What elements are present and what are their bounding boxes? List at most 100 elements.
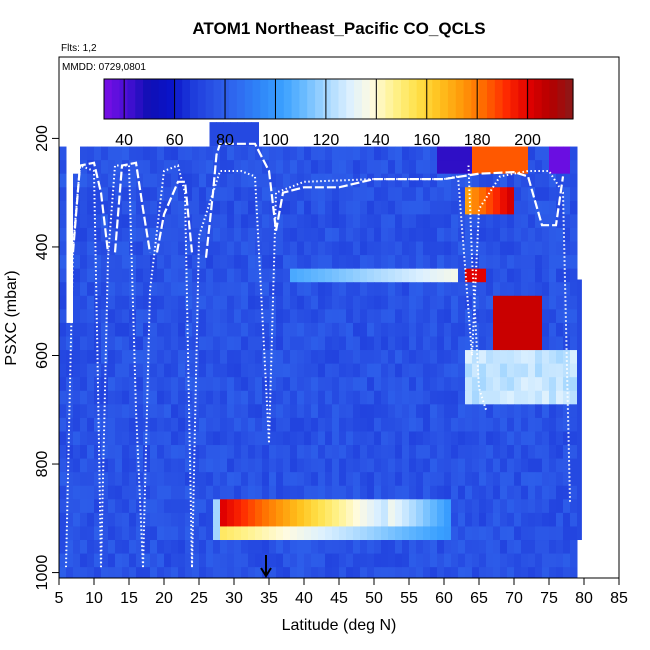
heatmap-cell (339, 146, 347, 161)
heatmap-cell (381, 336, 389, 351)
heatmap-cell (241, 255, 249, 270)
heatmap-cell (395, 268, 403, 283)
heatmap-cell (199, 445, 207, 460)
heatmap-cell (493, 363, 501, 378)
colorbar-segment (471, 79, 480, 119)
heatmap-cell (458, 268, 466, 283)
heatmap-cell (241, 350, 249, 365)
heatmap-cell (479, 255, 487, 270)
heatmap-cell (87, 499, 95, 514)
heatmap-cell (290, 417, 298, 432)
heatmap-cell (486, 187, 494, 202)
heatmap-cell (402, 377, 410, 392)
heatmap-cell (423, 404, 431, 419)
heatmap-cell (171, 336, 179, 351)
heatmap-cell (283, 553, 291, 568)
colorbar-segment (518, 79, 527, 119)
colorbar-segment (338, 79, 347, 119)
heatmap-cell (444, 350, 452, 365)
heatmap-cell (276, 214, 284, 229)
heatmap-cell (304, 445, 312, 460)
heatmap-cell (500, 146, 508, 161)
colorbar-segment (494, 79, 504, 119)
heatmap-cell (493, 526, 501, 541)
heatmap-cell (465, 227, 473, 243)
heatmap-cell (115, 377, 123, 392)
heatmap-cell (234, 309, 242, 324)
heatmap-cell (297, 146, 305, 161)
heatmap-cell (381, 350, 389, 365)
heatmap-cell (304, 255, 312, 270)
heatmap-cell (269, 431, 277, 446)
heatmap-cell (101, 472, 109, 487)
heatmap-cell (388, 540, 396, 555)
heatmap-cell (304, 322, 312, 337)
heatmap-cell (430, 173, 438, 188)
heatmap-cell (276, 187, 284, 202)
heatmap-cell (164, 268, 172, 283)
heatmap-cell (87, 431, 95, 446)
heatmap-cell (87, 295, 95, 310)
heatmap-cell (192, 146, 200, 161)
heatmap-cell (353, 485, 361, 500)
heatmap-cell (332, 241, 340, 256)
heatmap-cell (199, 404, 207, 419)
heatmap-cell (360, 227, 368, 243)
heatmap-cell (276, 540, 284, 555)
heatmap-cell (451, 173, 459, 188)
heatmap-cell (367, 160, 375, 175)
heatmap-cell (535, 255, 543, 270)
heatmap-cell (199, 322, 207, 337)
heatmap-cell (465, 282, 473, 297)
heatmap-cell (318, 200, 326, 215)
heatmap-cell (255, 485, 263, 500)
heatmap-cell (423, 255, 431, 270)
heatmap-cell (129, 214, 137, 229)
heatmap-cell (360, 377, 368, 392)
heatmap-cell (171, 309, 179, 324)
heatmap-cell (521, 553, 529, 568)
heatmap-cell (171, 540, 179, 555)
heatmap-cell (94, 377, 102, 392)
heatmap-cell (199, 567, 207, 578)
heatmap-cell (262, 431, 270, 446)
heatmap-cell (332, 417, 340, 432)
heatmap-cell (276, 363, 284, 378)
heatmap-cell (353, 377, 361, 392)
heatmap-cell (500, 214, 508, 229)
heatmap-cell (304, 227, 312, 243)
heatmap-cell (367, 322, 375, 337)
heatmap-cell (136, 553, 144, 568)
heatmap-cell (444, 540, 452, 555)
heatmap-cell (248, 268, 256, 283)
heatmap-cell (346, 458, 354, 473)
heatmap-cell (115, 214, 123, 229)
heatmap-cell (325, 309, 333, 324)
heatmap-cell (157, 404, 165, 419)
colorbar-segment (213, 79, 222, 119)
heatmap-cell (297, 309, 305, 324)
heatmap-cell (542, 485, 550, 500)
heatmap-cell (171, 227, 179, 243)
heatmap-cell (360, 160, 368, 175)
heatmap-cell (297, 445, 305, 460)
heatmap-cell (444, 146, 452, 161)
heatmap-cell (549, 309, 557, 324)
heatmap-cell (234, 512, 242, 527)
heatmap-cell (94, 187, 102, 202)
heatmap-cell (136, 200, 144, 215)
heatmap-cell (318, 363, 326, 378)
heatmap-cell (346, 417, 354, 432)
heatmap-cell (556, 336, 564, 351)
heatmap-cell (353, 187, 361, 202)
heatmap-cell (73, 255, 81, 270)
heatmap-cell (150, 499, 158, 514)
heatmap-cell (563, 173, 571, 188)
heatmap-cell (178, 512, 186, 527)
heatmap-cell (255, 295, 263, 310)
colorbar-segment (197, 79, 207, 119)
heatmap-cell (101, 309, 109, 324)
heatmap-cell (465, 417, 473, 432)
heatmap-cell (87, 390, 95, 405)
heatmap-cell (493, 567, 501, 578)
